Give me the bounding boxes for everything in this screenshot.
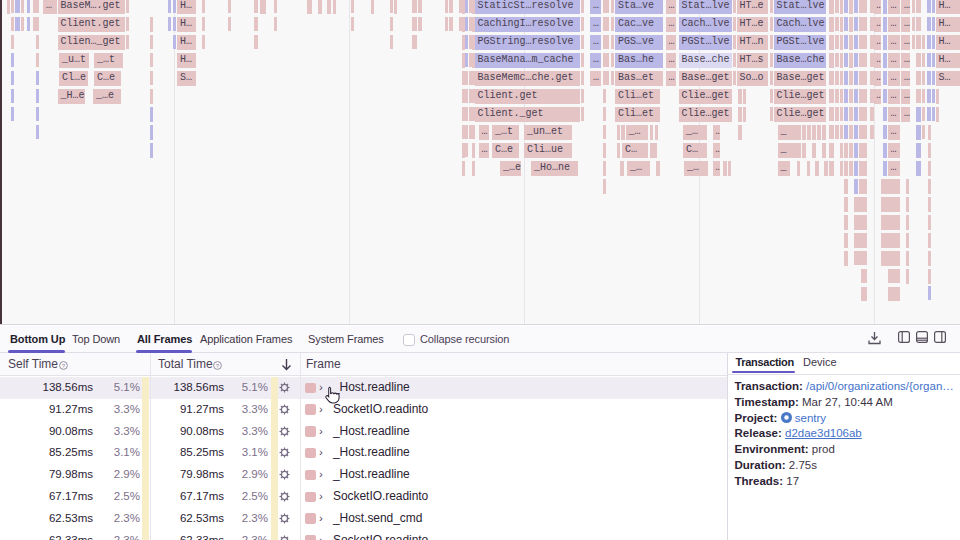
svg-text:?: ? bbox=[216, 362, 220, 368]
svg-text:?: ? bbox=[62, 362, 66, 368]
